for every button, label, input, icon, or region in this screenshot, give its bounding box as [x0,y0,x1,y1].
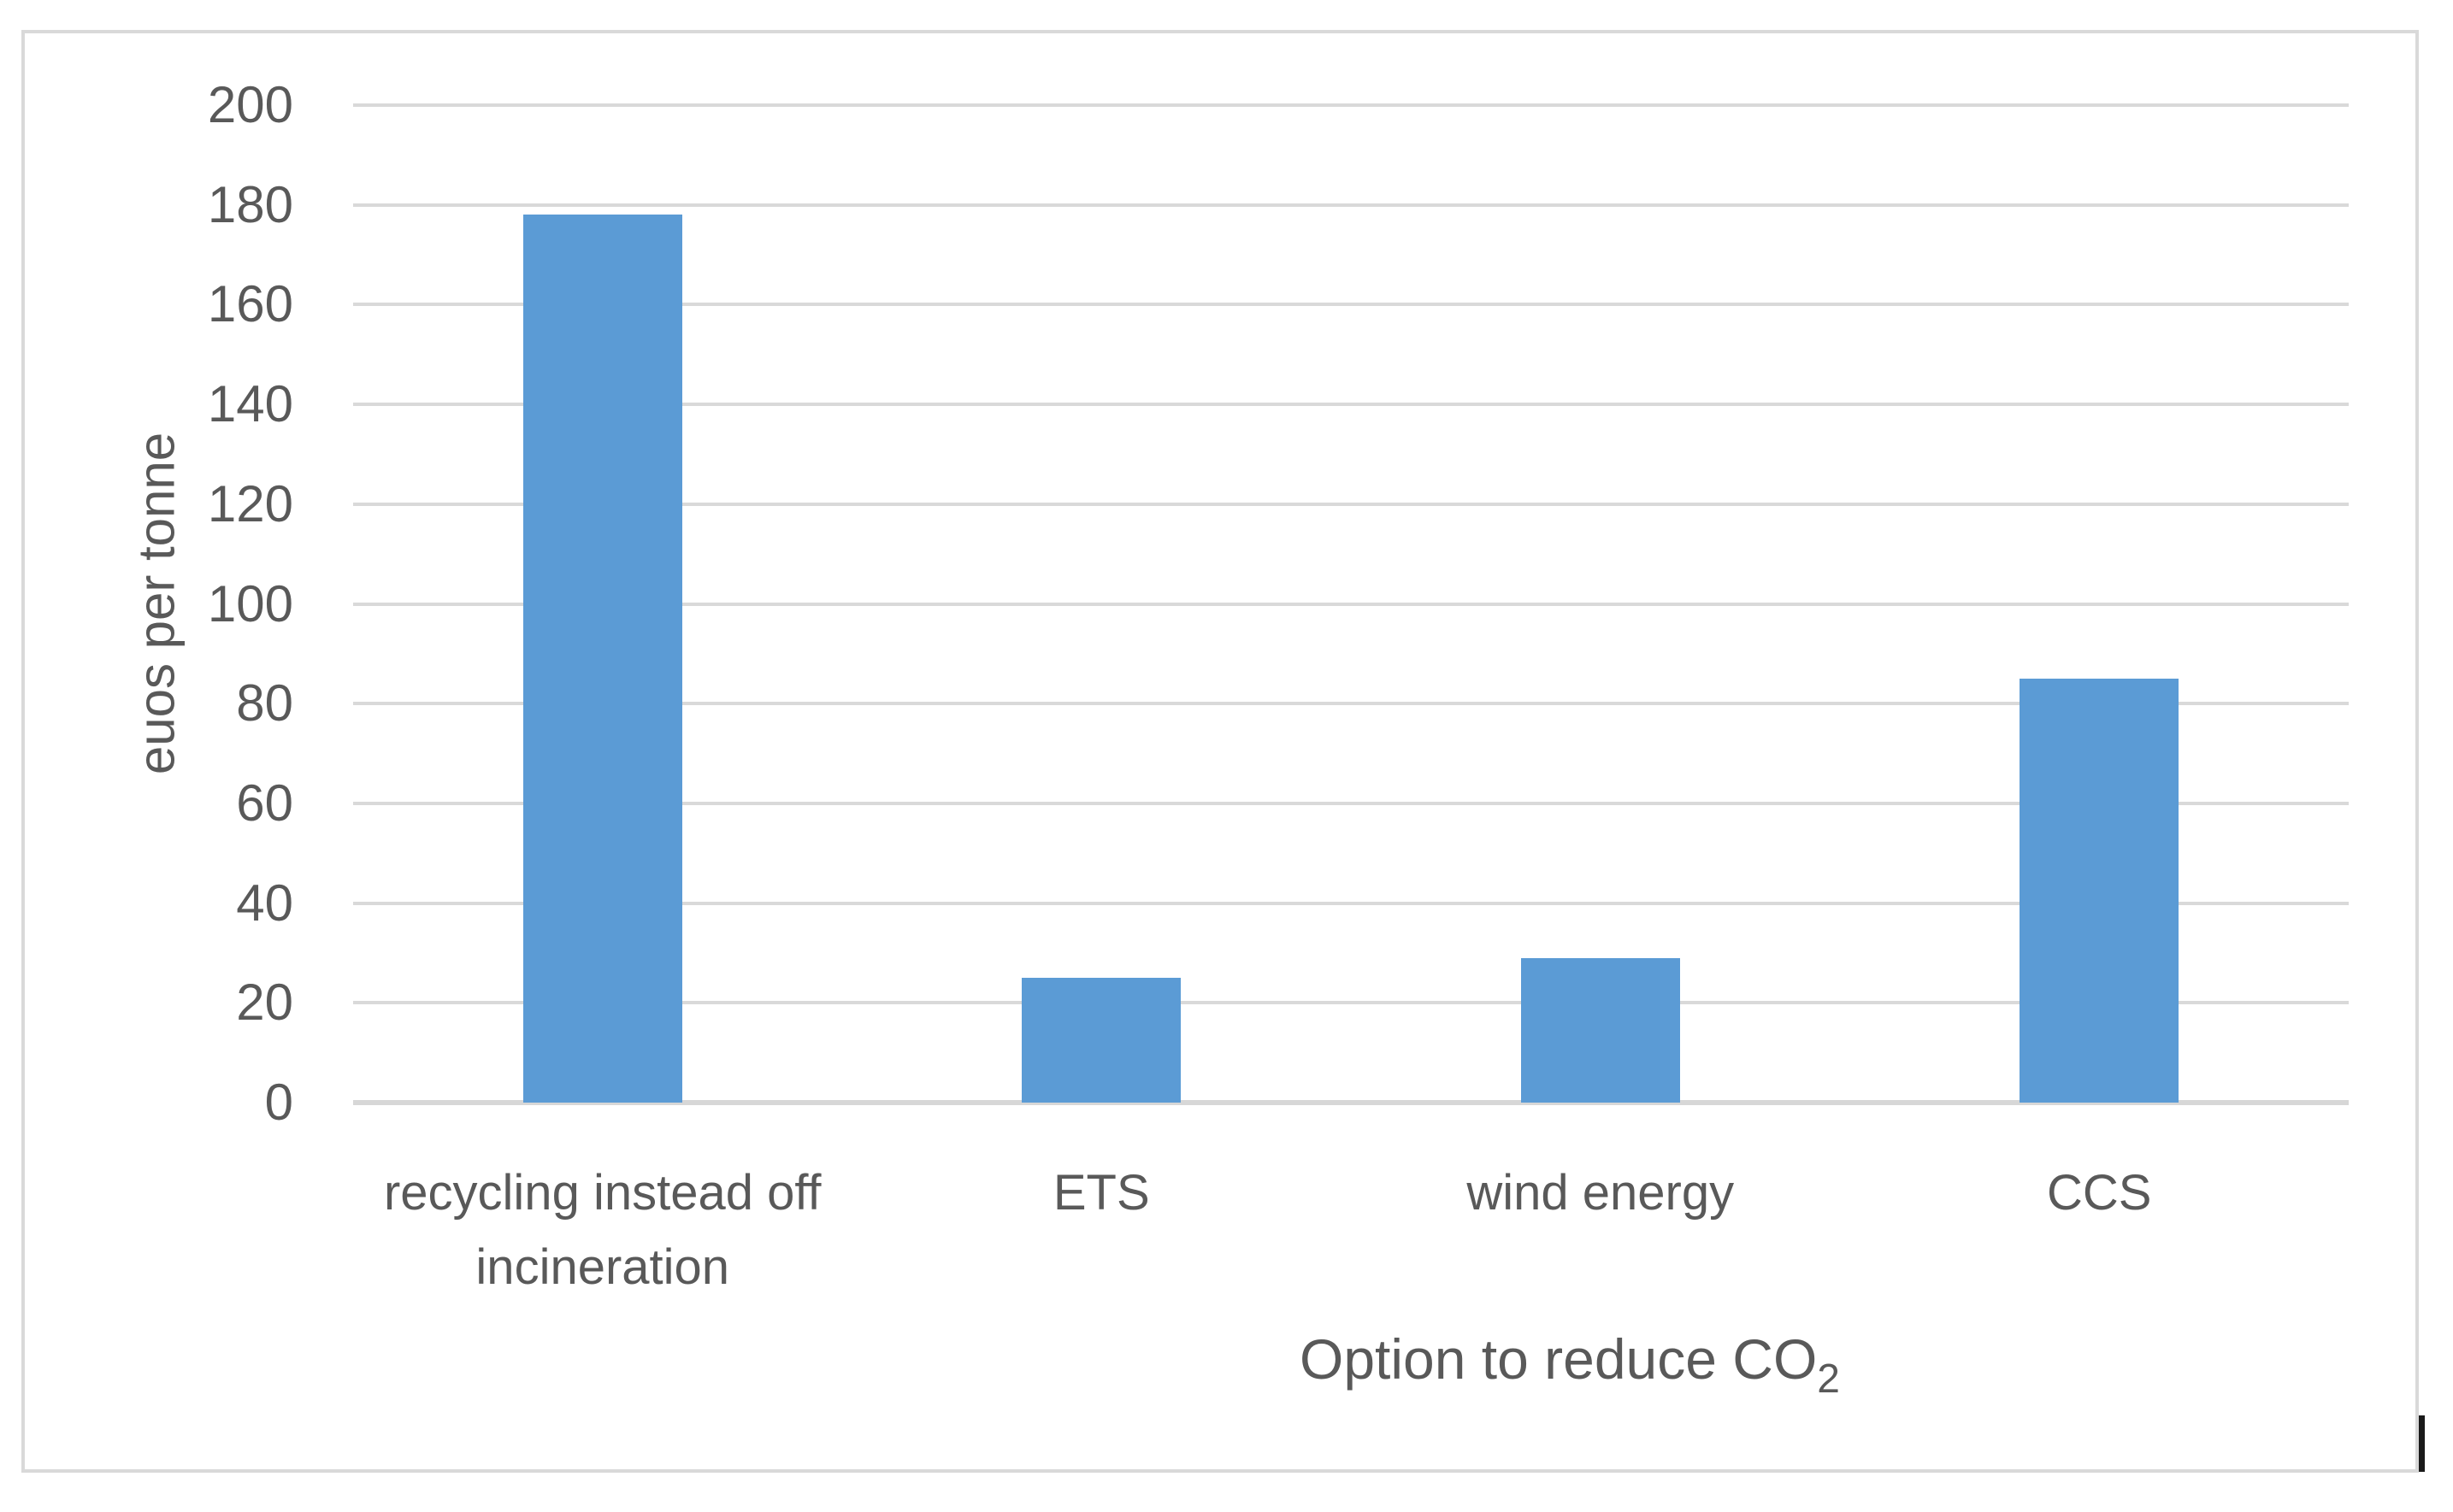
y-axis-title: euos per tonne [127,432,186,775]
gridline [353,103,2349,107]
gridline [353,801,2349,805]
y-tick-label: 140 [207,375,293,433]
x-category-label: CCS [2047,1165,2152,1221]
y-tick-label: 60 [236,774,293,832]
gridline [353,901,2349,905]
gridline [353,502,2349,506]
x-category-label: ETS [1053,1165,1150,1221]
gridline [353,1001,2349,1005]
x-axis-line [353,1100,2349,1105]
y-tick-label: 0 [264,1074,293,1131]
bar-4[interactable] [2020,679,2179,1103]
gridline [353,403,2349,407]
y-tick-label: 40 [236,874,293,932]
gridline [353,702,2349,706]
y-tick-label: 20 [236,974,293,1032]
x-axis-title: Option to reduce CO2 [1299,1327,1840,1402]
y-tick-label: 160 [207,275,293,333]
y-tick-label: 200 [207,76,293,133]
x-axis-title-subscript: 2 [1817,1356,1841,1402]
chart-frame[interactable] [21,30,2419,1473]
gridline [353,203,2349,207]
bar-2[interactable] [1022,978,1182,1103]
y-tick-label: 180 [207,175,293,233]
text-cursor [2419,1415,2425,1472]
x-axis-title-text: Option to reduce CO [1299,1327,1818,1391]
gridline [353,303,2349,307]
bar-3[interactable] [1520,957,1680,1103]
y-tick-label: 120 [207,474,293,532]
x-category-label: recycling instead off incineration [383,1165,822,1295]
gridline [353,602,2349,606]
x-category-label: wind energy [1466,1165,1735,1221]
bar-1[interactable] [522,215,682,1103]
y-tick-label: 100 [207,574,293,632]
y-tick-label: 80 [236,674,293,732]
